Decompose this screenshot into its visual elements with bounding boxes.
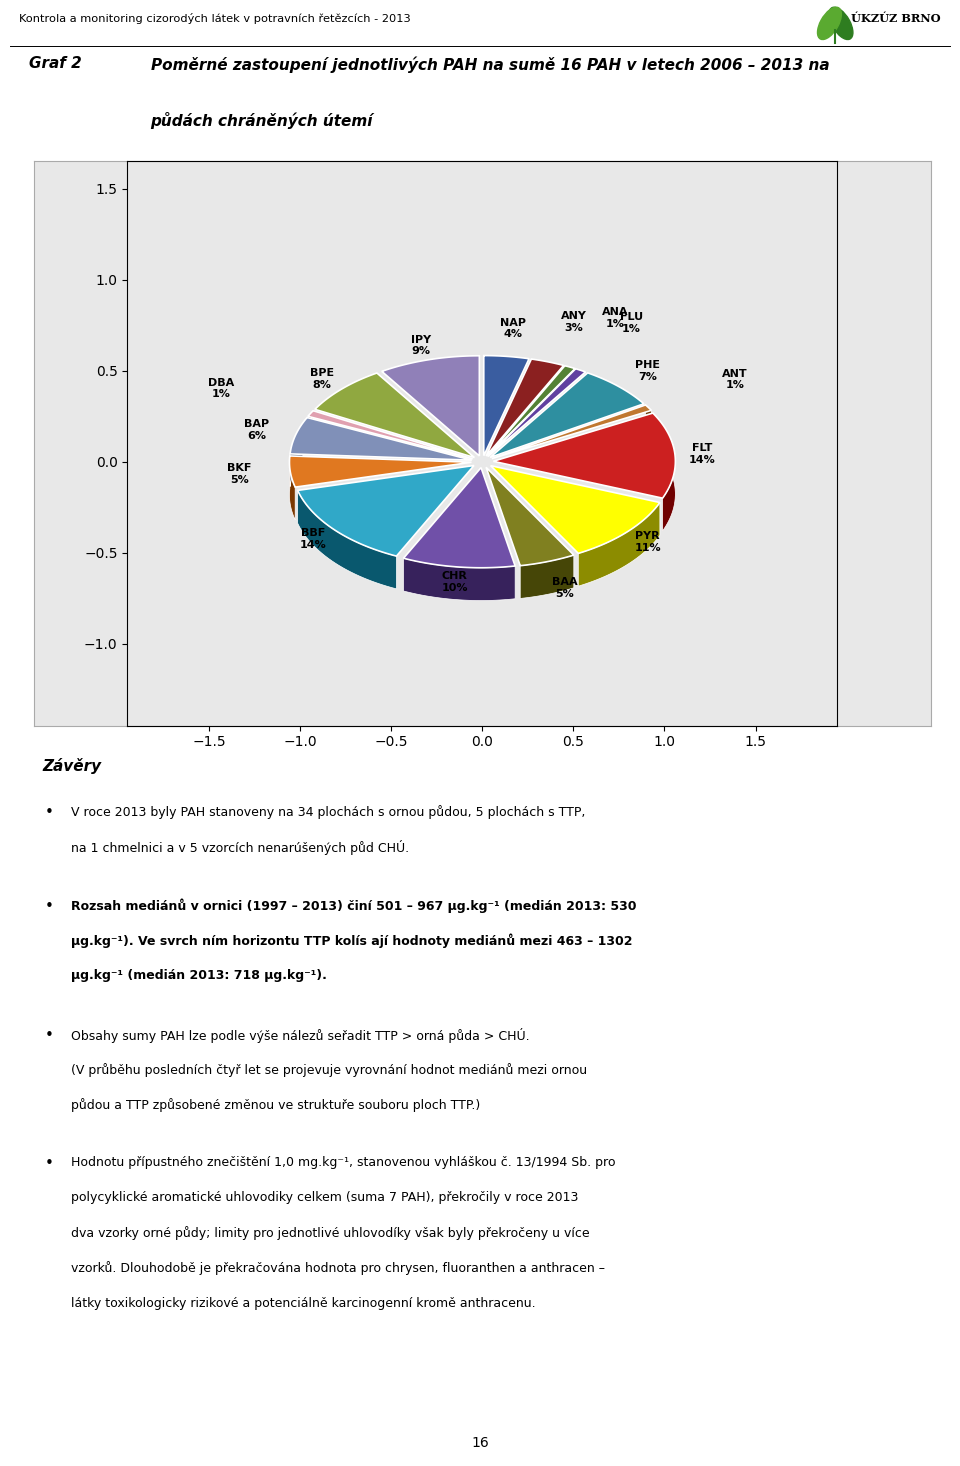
Text: μg.kg⁻¹). Ve svrch ním horizontu TTP kolís ají hodnoty mediánů mezi 463 – 1302: μg.kg⁻¹). Ve svrch ním horizontu TTP kol…	[71, 934, 633, 949]
Text: DBA
1%: DBA 1%	[208, 378, 234, 399]
Text: Obsahy sumy PAH lze podle výše nálezů seřadit TTP > orná půda > CHÚ.: Obsahy sumy PAH lze podle výše nálezů se…	[71, 1028, 530, 1042]
Polygon shape	[298, 466, 474, 556]
Text: polycyklické aromatické uhlovodiky celkem (suma 7 PAH), překročily v roce 2013: polycyklické aromatické uhlovodiky celke…	[71, 1192, 579, 1205]
Text: BAP
6%: BAP 6%	[244, 419, 269, 441]
Text: CHR
10%: CHR 10%	[442, 572, 468, 592]
Polygon shape	[653, 413, 675, 531]
Text: ANA
1%: ANA 1%	[602, 308, 629, 328]
Polygon shape	[486, 359, 564, 456]
Text: BKF
5%: BKF 5%	[228, 463, 252, 485]
Text: BPE
8%: BPE 8%	[310, 368, 334, 390]
Text: BBF
14%: BBF 14%	[300, 528, 326, 550]
Text: V roce 2013 byly PAH stanoveny na 34 plochách s ornou půdou, 5 plochách s TTP,: V roce 2013 byly PAH stanoveny na 34 plo…	[71, 805, 586, 819]
Polygon shape	[492, 405, 651, 459]
Text: ÚKZÚZ BRNO: ÚKZÚZ BRNO	[852, 13, 941, 23]
Text: Graf 2: Graf 2	[29, 56, 82, 72]
Polygon shape	[308, 410, 472, 459]
Polygon shape	[520, 556, 574, 598]
Polygon shape	[484, 356, 529, 456]
Text: Rozsah mediánů v ornici (1997 – 2013) činí 501 – 967 μg.kg⁻¹ (medián 2013: 530: Rozsah mediánů v ornici (1997 – 2013) či…	[71, 899, 636, 913]
Text: 16: 16	[471, 1435, 489, 1450]
Polygon shape	[491, 372, 644, 457]
Polygon shape	[488, 365, 575, 456]
Polygon shape	[308, 410, 313, 449]
Text: PHE
7%: PHE 7%	[635, 361, 660, 381]
Text: (V průběhu posledních čtyř let se projevuje vyrovnání hodnot mediánů mezi ornou: (V průběhu posledních čtyř let se projev…	[71, 1063, 588, 1076]
Text: BAA
5%: BAA 5%	[552, 578, 578, 598]
Text: látky toxikologicky rizikové a potenciálně karcinogenní kromě anthracenu.: látky toxikologicky rizikové a potenciál…	[71, 1296, 536, 1309]
Polygon shape	[486, 468, 574, 566]
Text: μg.kg⁻¹ (medián 2013: 718 μg.kg⁻¹).: μg.kg⁻¹ (medián 2013: 718 μg.kg⁻¹).	[71, 969, 327, 982]
Polygon shape	[290, 418, 307, 487]
Text: půdou a TTP způsobené změnou ve struktuře souboru ploch TTP.): půdou a TTP způsobené změnou ve struktuř…	[71, 1098, 481, 1111]
Text: půdách chráněných útemí: půdách chráněných útemí	[151, 111, 373, 129]
Text: FLU
1%: FLU 1%	[620, 312, 643, 334]
Polygon shape	[290, 456, 471, 487]
Text: ANT
1%: ANT 1%	[722, 369, 748, 390]
Ellipse shape	[829, 7, 852, 40]
Text: PYR
11%: PYR 11%	[635, 531, 661, 553]
Text: •: •	[44, 1028, 53, 1042]
Polygon shape	[488, 369, 586, 456]
Text: dva vzorky orné půdy; limity pro jednotlivé uhlovodíky však byly překročeny u ví: dva vzorky orné půdy; limity pro jednotl…	[71, 1227, 590, 1240]
Polygon shape	[382, 356, 479, 456]
Polygon shape	[491, 466, 660, 553]
Polygon shape	[315, 372, 474, 457]
Polygon shape	[578, 503, 660, 586]
Text: Závěry: Závěry	[42, 758, 102, 774]
Text: •: •	[44, 899, 53, 913]
Text: IPY
9%: IPY 9%	[411, 334, 431, 356]
Text: ANY
3%: ANY 3%	[561, 311, 587, 333]
Polygon shape	[493, 413, 676, 498]
Text: •: •	[44, 805, 53, 819]
Text: FLT
14%: FLT 14%	[689, 443, 715, 465]
Text: vzorků. Dlouhodobě je překračována hodnota pro chrysen, fluoranthen a anthracen : vzorků. Dlouhodobě je překračována hodno…	[71, 1262, 606, 1275]
Polygon shape	[403, 468, 516, 567]
Text: Poměrné zastoupení jednotlivých PAH na sumě 16 PAH v letech 2006 – 2013 na: Poměrné zastoupení jednotlivých PAH na s…	[151, 56, 829, 73]
Text: NAP
4%: NAP 4%	[500, 318, 526, 339]
Text: •: •	[44, 1157, 53, 1171]
Text: Hodnotu přípustného znečištění 1,0 mg.kg⁻¹, stanovenou vyhláškou č. 13/1994 Sb. : Hodnotu přípustného znečištění 1,0 mg.kg…	[71, 1157, 615, 1170]
Polygon shape	[290, 456, 295, 520]
Polygon shape	[403, 559, 516, 601]
Polygon shape	[645, 405, 651, 443]
Polygon shape	[298, 491, 396, 589]
Polygon shape	[290, 418, 471, 460]
Ellipse shape	[818, 7, 841, 40]
Text: Kontrola a monitoring cizorodých látek v potravních řetězcích - 2013: Kontrola a monitoring cizorodých látek v…	[19, 13, 411, 23]
Text: na 1 chmelnici a v 5 vzorcích nenarúšených půd CHÚ.: na 1 chmelnici a v 5 vzorcích nenarúšený…	[71, 840, 409, 855]
